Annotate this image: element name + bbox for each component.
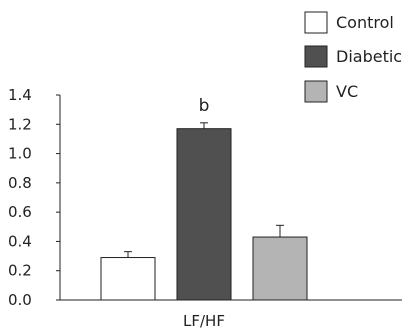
y-tick-label: 0.0 [8, 291, 32, 309]
bar-diabetic [176, 128, 232, 301]
x-axis-label: LF/HF [183, 312, 225, 330]
y-tick-label: 1.2 [8, 115, 32, 133]
y-axis-ticks: 0.0 0.2 0.4 0.6 0.8 1.0 1.2 1.4 [8, 86, 60, 309]
bars [100, 122, 308, 301]
y-tick-label: 1.0 [8, 145, 32, 163]
legend: Control Diabetic VC [304, 11, 402, 103]
legend-label-vc: VC [336, 82, 358, 101]
bar-vc [252, 236, 308, 301]
y-tick-label: 0.4 [8, 232, 32, 250]
legend-label-diabetic: Diabetic [336, 47, 402, 66]
bar-annotations: b [199, 96, 210, 116]
y-tick-label: 0.6 [8, 203, 32, 221]
legend-swatch-diabetic [304, 45, 328, 68]
legend-swatch-vc [304, 80, 328, 103]
legend-swatch-control [304, 11, 328, 34]
significance-marker: b [199, 96, 210, 116]
y-tick-label: 1.4 [8, 86, 32, 104]
y-tick-label: 0.8 [8, 174, 32, 192]
bar-control [100, 257, 156, 301]
y-tick-label: 0.2 [8, 262, 32, 280]
legend-label-control: Control [336, 13, 394, 32]
